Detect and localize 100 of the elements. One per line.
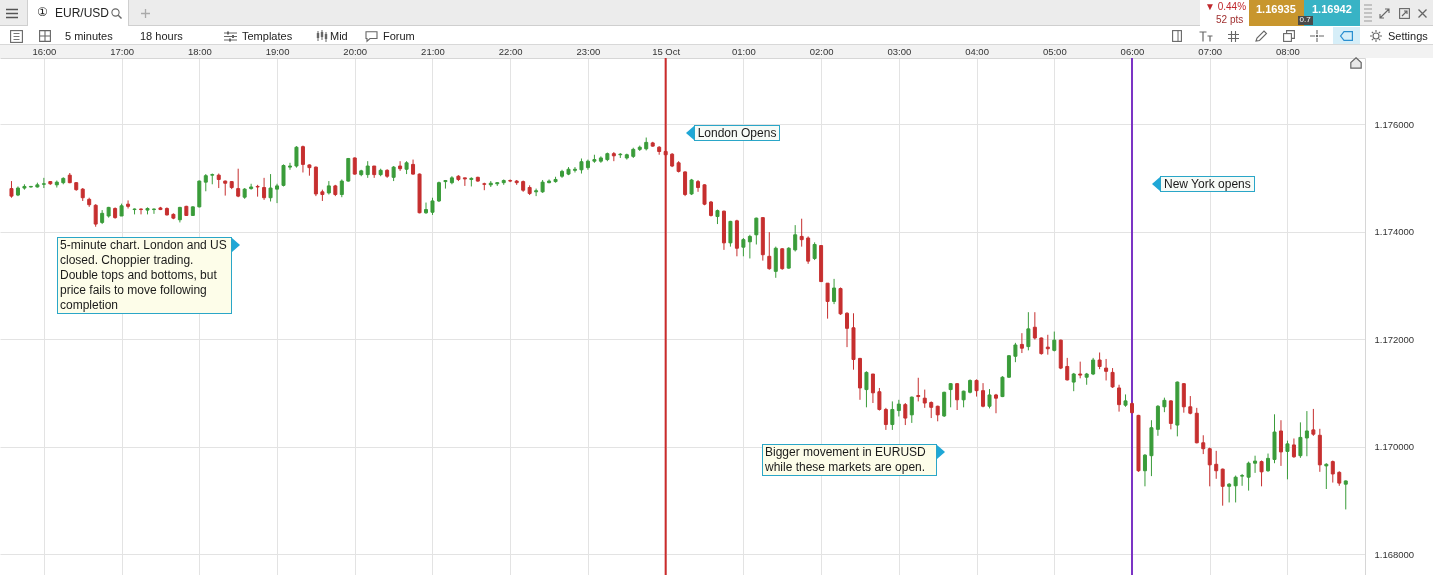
x-tick-label: 21:00	[421, 45, 445, 57]
candlestick	[41, 177, 46, 189]
x-tick-label: 06:00	[1120, 45, 1145, 57]
candlestick	[825, 282, 830, 320]
candlestick	[572, 166, 577, 173]
x-tick-label: 23:00	[576, 45, 601, 57]
candlestick	[275, 183, 280, 204]
x-tick-label: 01:00	[731, 45, 756, 57]
candlestick	[1045, 334, 1050, 356]
candlestick	[793, 224, 798, 252]
candlestick	[948, 382, 953, 408]
candlestick	[1019, 332, 1024, 354]
candlestick	[1207, 447, 1212, 487]
candlestick	[1142, 453, 1147, 487]
candlestick	[1026, 311, 1031, 351]
candlestick	[1233, 475, 1238, 503]
candlestick	[1324, 462, 1329, 490]
candlestick	[916, 377, 921, 402]
candlestick	[1266, 453, 1271, 473]
candlestick	[1220, 468, 1225, 507]
text: 18 hours	[140, 30, 183, 43]
candlestick	[786, 246, 791, 270]
text: Settings	[1388, 30, 1428, 43]
candlestick	[151, 207, 156, 215]
candlestick	[1240, 473, 1245, 487]
candlestick	[877, 387, 882, 412]
x-tick-label: 08:00	[1276, 45, 1300, 57]
candlestick	[799, 218, 804, 248]
text: ①	[37, 5, 48, 20]
candlestick	[987, 388, 992, 409]
candlestick	[1168, 399, 1173, 430]
x-tick-label: 16:00	[32, 45, 57, 57]
candlestick	[1013, 342, 1018, 363]
ref-line-label: London Opens	[693, 125, 781, 141]
candlestick	[300, 145, 305, 173]
candlestick	[1291, 437, 1296, 459]
candlestick	[534, 188, 539, 197]
x-tick-label: 05:00	[1042, 45, 1067, 57]
candlestick	[1065, 357, 1070, 381]
text: 5 minutes	[65, 30, 113, 43]
candlestick	[883, 407, 888, 431]
candlestick	[93, 203, 98, 228]
candlestick	[890, 400, 895, 431]
y-tick-label: 1.172000	[1374, 333, 1415, 345]
candlestick	[236, 168, 241, 198]
candlestick	[1285, 440, 1290, 480]
text: Forum	[383, 30, 415, 43]
ref-line-label: New York opens	[1160, 176, 1255, 192]
candlestick	[1032, 311, 1037, 341]
candlestick	[1253, 455, 1258, 474]
x-tick-label: 20:00	[343, 45, 368, 57]
candlestick	[767, 231, 772, 271]
candlestick	[870, 373, 875, 404]
candlestick	[845, 311, 850, 348]
y-tick-label: 1.176000	[1374, 118, 1415, 130]
x-tick-label: 04:00	[965, 45, 989, 57]
candlestick	[1110, 367, 1115, 389]
text: Mid	[330, 30, 348, 43]
candlestick	[249, 183, 254, 191]
candlestick	[1259, 460, 1264, 487]
candlestick	[1104, 358, 1109, 381]
y-tick-label: 1.174000	[1374, 226, 1415, 238]
candlestick	[1181, 382, 1186, 414]
candlestick	[1278, 419, 1283, 467]
annotation: Bigger movement in EURUSD while these markets are open.	[762, 444, 937, 476]
candlestick	[864, 370, 869, 408]
chart-title: EUR/USD	[55, 6, 110, 21]
candlestick	[903, 402, 908, 426]
candlestick	[955, 382, 960, 411]
candlestick	[1298, 421, 1303, 459]
candlestick	[1246, 461, 1251, 492]
candlestick	[1304, 410, 1309, 457]
candlestick	[683, 170, 688, 197]
candlestick	[1343, 479, 1348, 510]
x-tick-label: 03:00	[887, 45, 912, 57]
candlestick	[398, 160, 403, 172]
x-tick-label: 18:00	[187, 45, 212, 57]
x-tick-label: 07:00	[1198, 45, 1223, 57]
candlestick	[1227, 482, 1232, 503]
y-tick-label: 1.170000	[1374, 441, 1415, 453]
candlestick	[832, 278, 837, 305]
text: ▼ 0.44%	[1205, 1, 1247, 12]
candlestick	[1006, 354, 1011, 379]
candlestick	[1201, 434, 1206, 455]
candlestick	[1311, 408, 1316, 437]
x-tick-label: 19:00	[265, 45, 290, 57]
candlestick	[754, 217, 759, 245]
candlestick	[126, 199, 131, 209]
text: 0.7	[1297, 15, 1313, 25]
x-tick-label: 02:00	[809, 45, 834, 57]
candlestick	[741, 237, 746, 257]
x-tick-label: 17:00	[110, 45, 134, 57]
candlestick	[268, 173, 273, 202]
candlestick	[922, 389, 927, 409]
candlestick	[424, 202, 429, 215]
candlestick	[909, 396, 914, 424]
text: Templates	[242, 30, 293, 43]
candlestick	[806, 235, 811, 265]
candlestick	[747, 234, 752, 259]
candlestick	[728, 220, 733, 248]
